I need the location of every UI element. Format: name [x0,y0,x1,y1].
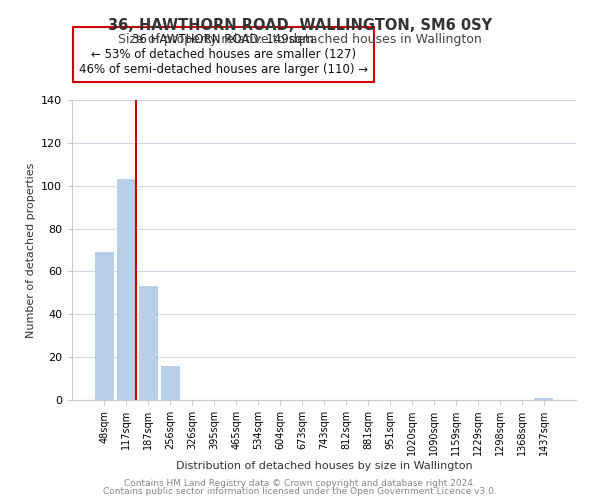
X-axis label: Distribution of detached houses by size in Wallington: Distribution of detached houses by size … [176,461,472,471]
Bar [95,252,113,400]
Bar [161,366,179,400]
Bar [139,286,158,400]
Text: 36, HAWTHORN ROAD, WALLINGTON, SM6 0SY: 36, HAWTHORN ROAD, WALLINGTON, SM6 0SY [108,18,492,32]
Y-axis label: Number of detached properties: Number of detached properties [26,162,35,338]
Bar [535,398,553,400]
Text: Size of property relative to detached houses in Wallington: Size of property relative to detached ho… [118,32,482,46]
Text: Contains public sector information licensed under the Open Government Licence v3: Contains public sector information licen… [103,487,497,496]
Text: 36 HAWTHORN ROAD: 149sqm
← 53% of detached houses are smaller (127)
46% of semi-: 36 HAWTHORN ROAD: 149sqm ← 53% of detach… [79,33,368,76]
Bar [117,180,136,400]
Text: Contains HM Land Registry data © Crown copyright and database right 2024.: Contains HM Land Registry data © Crown c… [124,478,476,488]
